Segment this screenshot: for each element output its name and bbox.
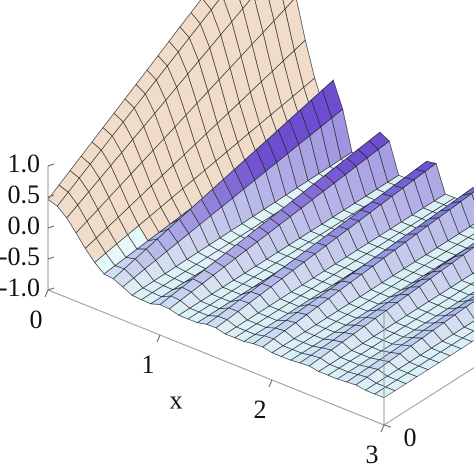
surface-patch: [467, 233, 474, 241]
z-tick-label: 0.0: [8, 211, 41, 240]
z-tick-label: 1.0: [8, 149, 41, 178]
x-axis-label: x: [170, 385, 183, 414]
z-tick-label: -0.5: [0, 242, 40, 271]
z-tick: [47, 194, 55, 198]
y-tick: [383, 424, 392, 428]
z-tick-label: 0.5: [8, 180, 41, 209]
x-tick: [156, 334, 161, 343]
x-tick-label: 1: [142, 350, 155, 379]
z-tick-label: -1.0: [0, 273, 40, 302]
x-tick: [268, 379, 273, 388]
z-tick: [47, 256, 55, 260]
x-tick: [380, 424, 385, 433]
surface-patch: [470, 281, 474, 286]
axes: 0 1 2 3 x 0 1.00.50.0-0.5-1.0: [0, 149, 474, 469]
x-tick-label: 3: [366, 440, 379, 469]
box-edge: [383, 367, 474, 426]
x-tick: [44, 289, 49, 298]
box-edge: [47, 289, 385, 426]
x-tick-label: 0: [30, 305, 43, 334]
y-tick-label: 0: [404, 423, 417, 452]
z-tick: [47, 287, 55, 291]
surface: [47, 0, 474, 399]
z-tick: [47, 163, 55, 167]
surface-patch: [469, 223, 474, 229]
surface-patch: [282, 0, 294, 10]
surface-patch: [374, 386, 396, 399]
z-tick: [47, 225, 55, 229]
x-tick-label: 2: [254, 395, 267, 424]
